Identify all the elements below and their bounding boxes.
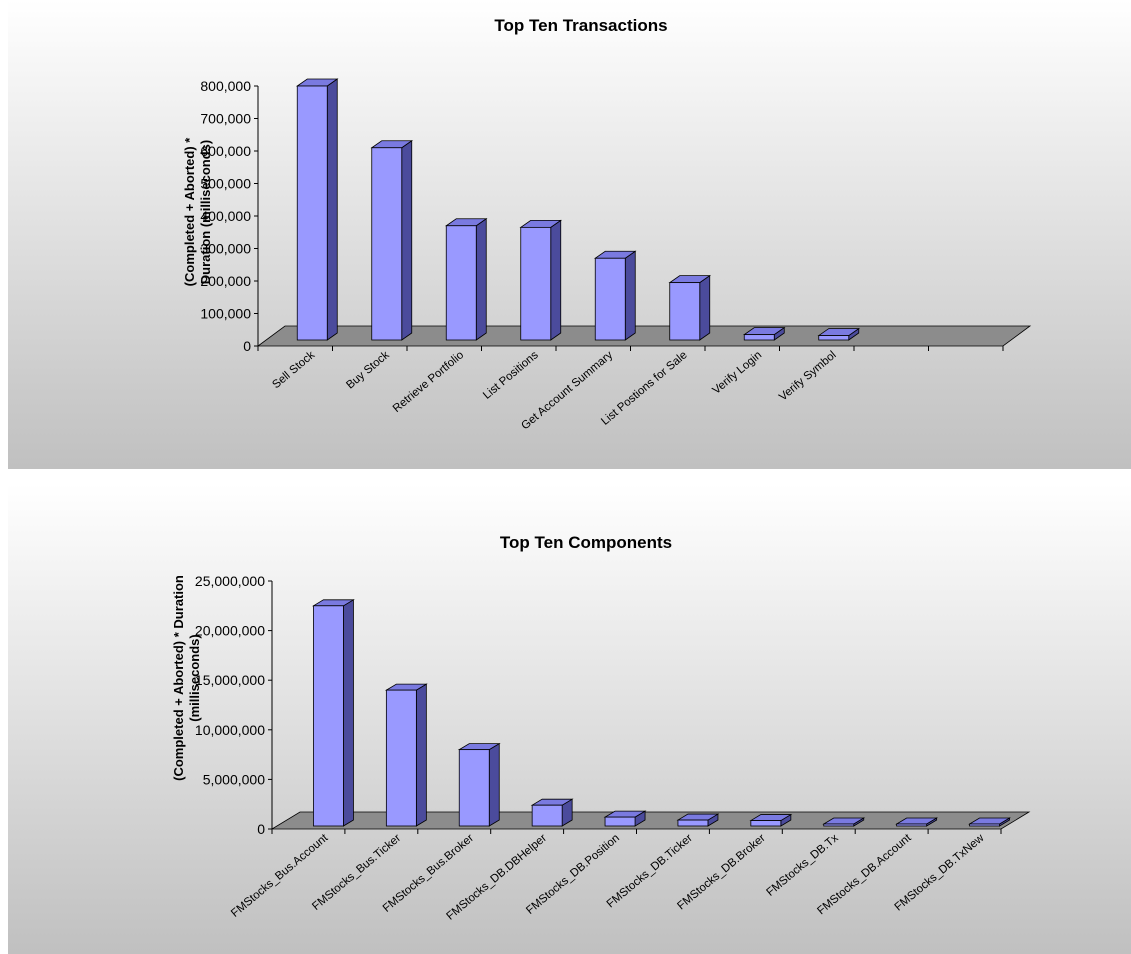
bar-side (343, 599, 354, 827)
y-tick-label: 300,000 (200, 241, 251, 257)
bar-2 (444, 217, 488, 341)
bar-front (750, 820, 782, 827)
bar-0 (295, 78, 339, 341)
y-tick-label: 600,000 (200, 143, 251, 159)
bar-front (520, 226, 552, 341)
bar-side (415, 683, 427, 827)
y-axis-title-line: Duration (milliseconds) (198, 140, 213, 284)
bar-side (624, 250, 636, 341)
bar-front (604, 816, 636, 827)
y-axis-title-line: (Completed + Aborted) * (182, 137, 197, 287)
y-axis-title: (Completed + Aborted) *Duration (millise… (182, 137, 213, 287)
bar-front (969, 823, 1000, 827)
y-tick-label: 20,000,000 (195, 623, 265, 639)
y-tick-label: 500,000 (200, 176, 251, 192)
bar-front (296, 85, 328, 341)
chart-background (8, 484, 1131, 954)
transactions-chart: Top Ten Transactions (Completed + Aborted… (8, 0, 1131, 469)
bar-front (823, 823, 855, 827)
bar-2 (457, 742, 501, 827)
transactions-chart-panel: Top Ten Transactions (Completed + Aborted… (8, 0, 1131, 469)
y-tick-label: 15,000,000 (195, 672, 265, 688)
bar-4 (593, 250, 637, 341)
bar-9 (968, 817, 1011, 827)
y-tick-label: 25,000,000 (195, 573, 265, 589)
bar-front (313, 605, 344, 827)
y-tick-label: 200,000 (200, 273, 251, 289)
bar-front (669, 282, 701, 341)
y-tick-label: 700,000 (200, 111, 251, 127)
bar-3 (530, 798, 574, 827)
y-tick-label: 10,000,000 (195, 722, 265, 738)
bar-front (385, 689, 417, 827)
bar-0 (312, 599, 355, 827)
bar-6 (749, 813, 793, 827)
y-axis-title-line: (milliseconds) (187, 634, 202, 721)
bar-7 (817, 327, 861, 341)
bar-front (896, 823, 928, 827)
bar-1 (370, 139, 414, 341)
chart-title: Top Ten Components (500, 533, 672, 552)
chart-background (8, 0, 1131, 469)
y-tick-label: 0 (243, 338, 251, 354)
bar-front (531, 804, 563, 827)
y-tick-label: 5,000,000 (203, 771, 265, 787)
y-tick-label: 100,000 (200, 306, 251, 322)
components-chart: Top Ten Components (Completed + Aborted) … (8, 484, 1131, 954)
y-tick-label: 800,000 (200, 78, 251, 94)
chart-title: Top Ten Transactions (494, 16, 667, 35)
bar-5 (676, 813, 720, 827)
bar-front (818, 335, 850, 341)
bar-front (371, 147, 403, 341)
bar-side (475, 217, 487, 341)
components-chart-panel: Top Ten Components (Completed + Aborted) … (8, 484, 1131, 954)
bar-3 (519, 219, 563, 341)
bar-front (445, 225, 477, 341)
bar-8 (895, 817, 939, 827)
bar-side (699, 274, 711, 341)
y-axis-title: (Completed + Aborted) * Duration(millise… (171, 575, 202, 781)
bar-side (401, 139, 413, 341)
bar-front (594, 257, 626, 341)
bar-side (326, 78, 338, 341)
bar-1 (384, 683, 428, 827)
bar-4 (603, 810, 647, 827)
bar-front (743, 334, 775, 341)
bar-side (488, 742, 500, 827)
y-tick-label: 400,000 (200, 208, 251, 224)
bar-side (550, 219, 562, 341)
bar-front (458, 749, 490, 827)
bar-front (677, 819, 709, 827)
bar-7 (822, 817, 866, 827)
y-axis-title-line: (Completed + Aborted) * Duration (171, 575, 186, 781)
y-tick-label: 0 (257, 821, 265, 837)
bar-6 (742, 326, 786, 341)
bar-5 (668, 274, 712, 341)
